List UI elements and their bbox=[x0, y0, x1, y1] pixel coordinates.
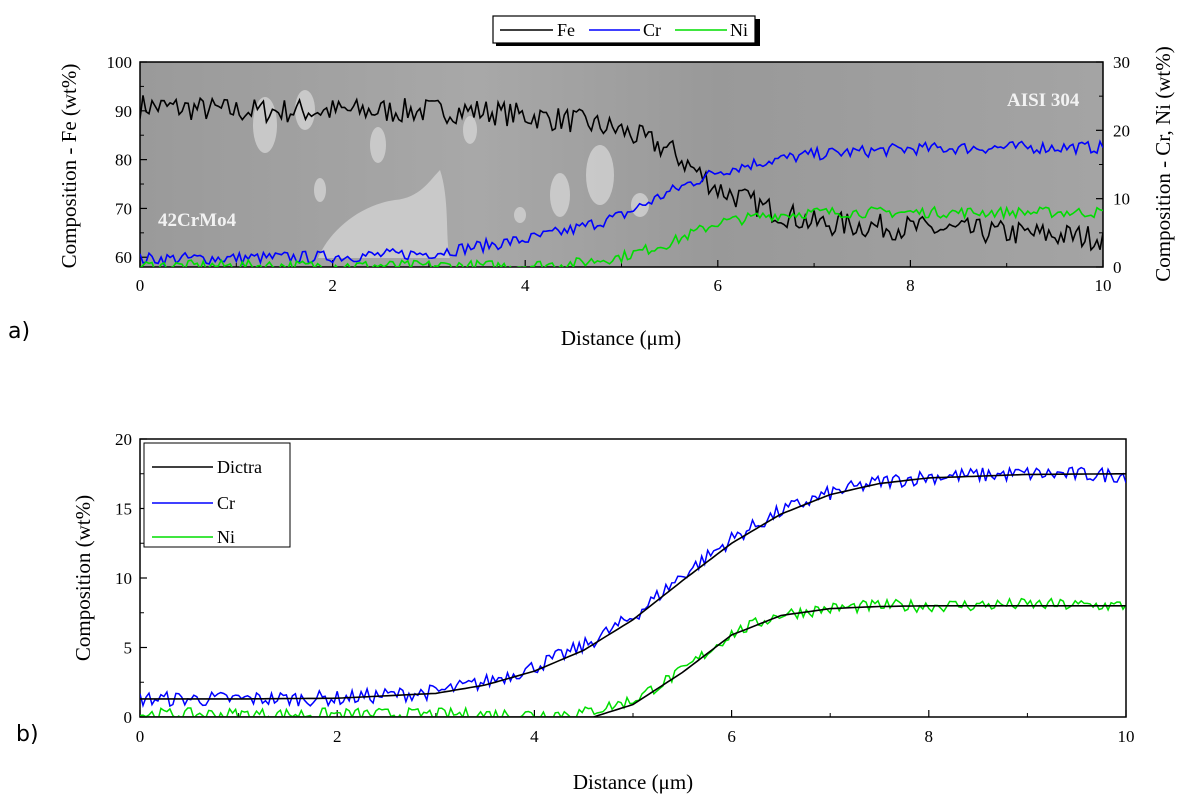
x-axis-label-b: Distance (μm) bbox=[573, 770, 693, 794]
y-tick-label: 100 bbox=[107, 53, 133, 72]
legend-a: Fe Cr Ni bbox=[492, 15, 760, 46]
series-line-cr bbox=[140, 139, 1103, 267]
y-tick-label: 60 bbox=[115, 248, 132, 267]
legend-label-fe: Fe bbox=[557, 20, 575, 40]
y-tick-label: 90 bbox=[115, 102, 132, 121]
legend-label-ni-b: Ni bbox=[217, 527, 235, 547]
panel-label-a: a) bbox=[8, 319, 30, 344]
x-tick-label: 6 bbox=[727, 727, 736, 746]
x-axis-a: 0 2 4 6 8 10 bbox=[136, 260, 1112, 295]
y-tick-label: 10 bbox=[115, 569, 132, 588]
x-tick-label: 2 bbox=[328, 276, 337, 295]
series-line-dictra-cr bbox=[140, 473, 1126, 700]
x-tick-label: 4 bbox=[521, 276, 530, 295]
y-tick-label: 15 bbox=[115, 500, 132, 519]
x-tick-label: 2 bbox=[333, 727, 342, 746]
series-line-ni bbox=[140, 205, 1103, 267]
x-axis-b: 0 2 4 6 8 10 bbox=[136, 710, 1135, 746]
y-tick-label: 5 bbox=[124, 639, 133, 658]
series-lines-b bbox=[140, 465, 1126, 717]
x-tick-label: 4 bbox=[530, 727, 539, 746]
y-tick-label: 70 bbox=[115, 199, 132, 218]
sem-micrograph bbox=[140, 62, 1103, 267]
x-tick-label: 10 bbox=[1095, 276, 1112, 295]
series-line-fe bbox=[140, 95, 1103, 252]
legend-label-dictra: Dictra bbox=[217, 457, 262, 477]
y2-axis-label-a: Composition - Cr, Ni (wt%) bbox=[1151, 46, 1175, 281]
legend-label-cr: Cr bbox=[643, 20, 661, 40]
y-axis-right-a: 0 10 20 30 bbox=[1096, 53, 1130, 277]
y-tick-label: 0 bbox=[1113, 258, 1122, 277]
y-tick-label: 20 bbox=[115, 430, 132, 449]
x-tick-label: 6 bbox=[714, 276, 723, 295]
x-tick-label: 0 bbox=[136, 276, 145, 295]
chart-b: 0 2 4 6 8 10 0 5 10 15 20 Distance (μm) Compositi… bbox=[71, 430, 1135, 794]
y-tick-label: 30 bbox=[1113, 53, 1130, 72]
x-tick-label: 0 bbox=[136, 727, 145, 746]
annotation-42crmo4: 42CrMo4 bbox=[158, 210, 237, 231]
y-tick-label: 10 bbox=[1113, 190, 1130, 209]
panel-label-b: b) bbox=[16, 722, 39, 747]
plot-frame-b bbox=[139, 438, 1127, 718]
x-axis-label-a: Distance (μm) bbox=[561, 326, 681, 350]
y-tick-label: 20 bbox=[1113, 121, 1130, 140]
y-tick-label: 80 bbox=[115, 151, 132, 170]
y-tick-label: 0 bbox=[124, 708, 133, 727]
series-line-dictra-ni bbox=[140, 605, 1126, 717]
legend-b: Dictra Cr Ni bbox=[143, 442, 291, 548]
y-axis-label-a: Composition - Fe (wt%) bbox=[57, 64, 81, 269]
x-tick-label: 8 bbox=[906, 276, 915, 295]
x-tick-label: 8 bbox=[925, 727, 934, 746]
series-line-ni bbox=[140, 596, 1126, 717]
y-axis-b: 0 5 10 15 20 bbox=[115, 430, 147, 727]
x-tick-label: 10 bbox=[1118, 727, 1135, 746]
y-axis-left-a: 60 70 80 90 100 bbox=[107, 53, 147, 267]
legend-label-cr-b: Cr bbox=[217, 493, 235, 513]
y-axis-label-b: Composition (wt%) bbox=[71, 495, 95, 661]
legend-label-ni: Ni bbox=[730, 20, 748, 40]
series-lines-a bbox=[140, 95, 1103, 267]
annotation-aisi-304: AISI 304 bbox=[1007, 90, 1080, 111]
